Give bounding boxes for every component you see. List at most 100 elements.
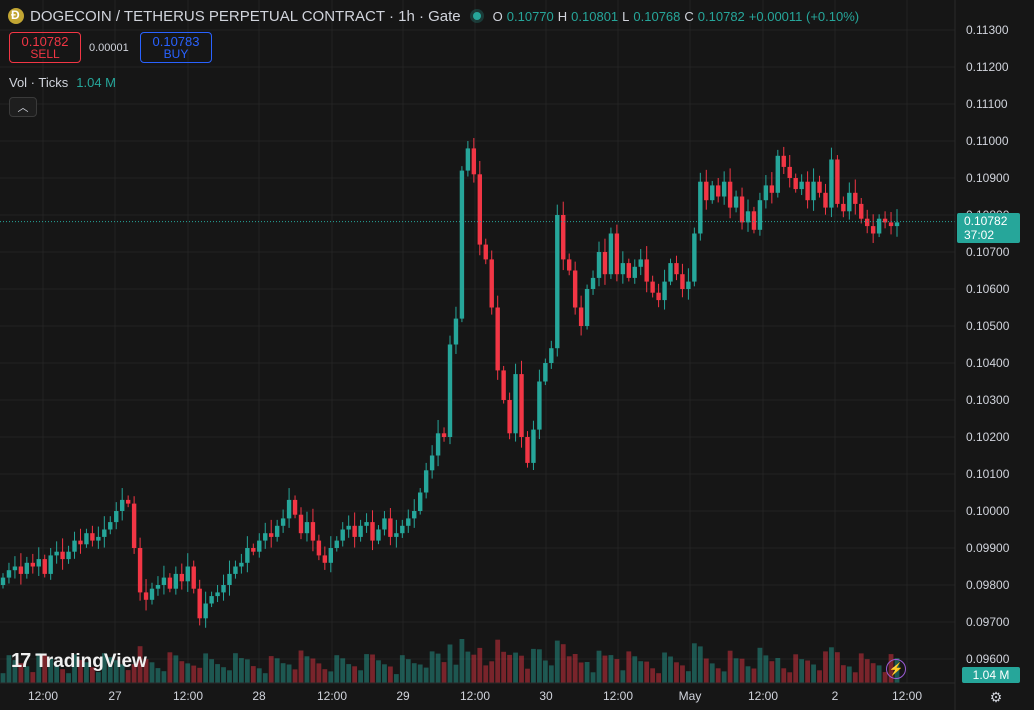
- candle-body: [799, 181, 804, 190]
- price-tick-label: 0.10200: [966, 430, 1010, 444]
- volume-bar: [829, 647, 834, 683]
- volume-bar: [578, 662, 584, 683]
- volume-bar: [531, 648, 536, 683]
- volume-bar: [203, 653, 209, 683]
- price-tick-label: 0.10000: [966, 504, 1010, 518]
- candle-body: [102, 529, 107, 537]
- candle-body: [388, 518, 393, 537]
- gear-icon[interactable]: ⚙: [989, 688, 1003, 705]
- candle-body: [84, 533, 89, 545]
- low-value: 0.10768: [633, 8, 681, 24]
- sell-button[interactable]: 0.10782 SELL: [9, 32, 81, 63]
- volume-bar: [72, 654, 77, 683]
- volume-bar: [131, 664, 137, 683]
- volume-bar: [221, 667, 226, 683]
- chevron-up-icon[interactable]: ︿: [9, 97, 37, 117]
- candle-body: [441, 433, 447, 437]
- volume-bar: [18, 663, 24, 683]
- candle-body: [269, 533, 274, 537]
- candle-body: [584, 289, 590, 326]
- volume-bar: [793, 654, 799, 683]
- last-price-tag: 0.10782 37:02: [957, 213, 1020, 243]
- volume-bar: [668, 656, 673, 683]
- volume-bar: [596, 650, 602, 683]
- volume-bar: [560, 644, 566, 683]
- volume-bar: [233, 653, 238, 683]
- lightning-icon[interactable]: ⚡: [886, 659, 906, 679]
- candle-body: [418, 492, 423, 511]
- time-tick-label: 2: [832, 689, 839, 703]
- volume-bar: [709, 663, 715, 683]
- time-tick-label: 12:00: [173, 689, 203, 703]
- candle-body: [447, 344, 453, 437]
- candle-body: [143, 592, 149, 600]
- candle-body: [149, 588, 155, 600]
- candle-body: [298, 514, 304, 534]
- candle-body: [322, 555, 328, 563]
- candle-body: [853, 192, 858, 204]
- volume-bar: [852, 672, 858, 683]
- candle-body: [292, 499, 298, 515]
- candle-body: [531, 429, 536, 463]
- sell-price: 0.10782: [21, 33, 69, 49]
- candle-body: [859, 203, 864, 219]
- candle-body: [42, 559, 47, 574]
- candle-body: [650, 281, 655, 293]
- volume-bar: [751, 668, 757, 683]
- volume-bar: [525, 668, 530, 683]
- candle-body: [763, 185, 769, 201]
- volume-legend[interactable]: Vol · Ticks 1.04 M: [9, 75, 116, 90]
- volume-bar: [399, 655, 405, 683]
- candle-body: [882, 218, 888, 223]
- time-tick-label: May: [679, 689, 702, 703]
- buy-button[interactable]: 0.10783 BUY: [140, 32, 212, 63]
- volume-bar: [405, 659, 411, 683]
- candle-body: [227, 573, 232, 585]
- volume-bar: [799, 659, 805, 683]
- volume-bar: [358, 670, 363, 683]
- change-value: +0.00011 (+0.10%): [748, 8, 860, 24]
- volume-bar: [376, 660, 381, 683]
- candle-body: [233, 566, 238, 574]
- candle-body: [155, 585, 161, 589]
- tradingview-logo[interactable]: 17 TradingView: [11, 650, 147, 673]
- candle-body: [638, 259, 643, 267]
- price-tick-label: 0.10100: [966, 467, 1010, 481]
- volume-bar: [727, 650, 733, 683]
- volume-bar: [858, 653, 864, 683]
- close-value: 0.10782: [697, 8, 745, 24]
- volume-bar: [733, 658, 739, 683]
- candle-body: [245, 548, 250, 563]
- candle-body: [12, 566, 18, 571]
- volume-bar: [179, 661, 185, 683]
- high-label: H: [557, 8, 568, 24]
- volume-bar: [823, 651, 828, 683]
- candle-body: [870, 226, 876, 234]
- volume-bar: [447, 644, 453, 683]
- candle-body: [590, 277, 596, 289]
- candle-body: [358, 525, 363, 537]
- volume-bar: [608, 655, 614, 683]
- candle-body: [36, 559, 41, 567]
- symbol-title[interactable]: DOGECOIN / TETHERUS PERPETUAL CONTRACT ·…: [30, 7, 461, 25]
- candle-body: [340, 529, 345, 541]
- candle-body: [125, 499, 131, 504]
- ohlc-legend: O 0.10770 H 0.10801 L 0.10768 C 0.10782 +0.0…: [493, 9, 859, 24]
- volume-bar: [298, 650, 304, 683]
- price-tick-label: 0.09700: [966, 615, 1010, 629]
- volume-bar: [721, 671, 727, 683]
- time-tick-label: 12:00: [317, 689, 347, 703]
- volume-bar: [566, 656, 572, 683]
- volume-bar: [304, 656, 310, 683]
- volume-bar: [209, 659, 214, 683]
- candles: [0, 138, 900, 628]
- tradingview-logo-icon: 17: [11, 650, 31, 672]
- volume-bar: [292, 669, 298, 683]
- candle-body: [263, 533, 268, 541]
- candle-body: [894, 222, 900, 227]
- volume-bar: [763, 655, 769, 683]
- volume-bar: [310, 658, 316, 683]
- time-tick-label: 12:00: [603, 689, 633, 703]
- candle-body: [614, 233, 620, 275]
